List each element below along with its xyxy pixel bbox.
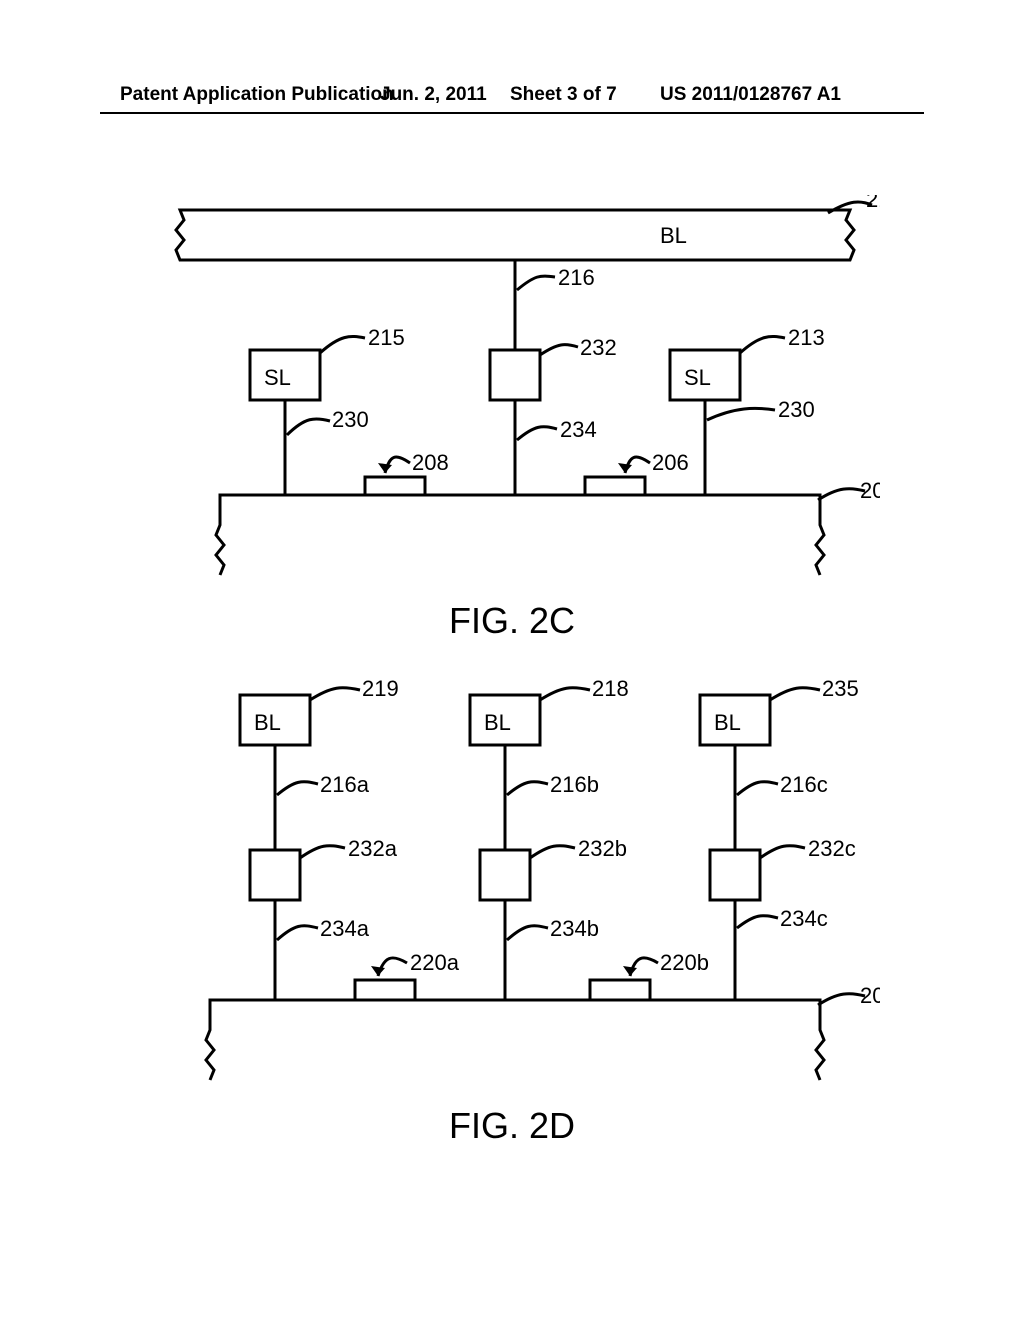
ref-232: 232 (580, 335, 617, 360)
ref-216a: 216a (320, 772, 370, 797)
ref-219: 219 (866, 195, 880, 212)
ref-218: 218 (592, 680, 629, 701)
header-left: Patent Application Publication (120, 84, 394, 106)
ref-220a: 220a (410, 950, 460, 975)
ref-216: 216 (558, 265, 595, 290)
ref-219d: 219 (362, 680, 399, 701)
ref-232b: 232b (578, 836, 627, 861)
ref-203: 203 (860, 478, 880, 503)
fig-2d-caption: FIG. 2D (449, 1105, 575, 1147)
header-pub: US 2011/0128767 A1 (660, 84, 841, 106)
ref-216b: 216b (550, 772, 599, 797)
ref-232c: 232c (808, 836, 856, 861)
sl-right-label: SL (684, 365, 711, 390)
bl-1: BL (254, 710, 281, 735)
header-sheet: Sheet 3 of 7 (510, 84, 617, 106)
ref-220b: 220b (660, 950, 709, 975)
fig-2d: BL BL BL 219 218 235 216a 216b 216c 232a… (160, 680, 880, 1100)
ref-206: 206 (652, 450, 689, 475)
sl-left-label: SL (264, 365, 291, 390)
ref-213: 213 (788, 325, 825, 350)
ref-230b: 230 (778, 397, 815, 422)
fig-2c-caption: FIG. 2C (449, 600, 575, 642)
ref-234: 234 (560, 417, 597, 442)
ref-232a: 232a (348, 836, 398, 861)
ref-203d: 203 (860, 983, 880, 1008)
ref-208: 208 (412, 450, 449, 475)
bl-3: BL (714, 710, 741, 735)
header-rule (100, 112, 924, 114)
ref-216c: 216c (780, 772, 828, 797)
ref-235: 235 (822, 680, 859, 701)
ref-234c: 234c (780, 906, 828, 931)
ref-234b: 234b (550, 916, 599, 941)
bl-label: BL (660, 223, 687, 248)
bl-2: BL (484, 710, 511, 735)
fig-2c: BL SL SL 219 216 215 232 213 230 234 230… (160, 195, 880, 595)
header-date: Jun. 2, 2011 (380, 84, 487, 106)
ref-215: 215 (368, 325, 405, 350)
ref-234a: 234a (320, 916, 370, 941)
ref-230a: 230 (332, 407, 369, 432)
